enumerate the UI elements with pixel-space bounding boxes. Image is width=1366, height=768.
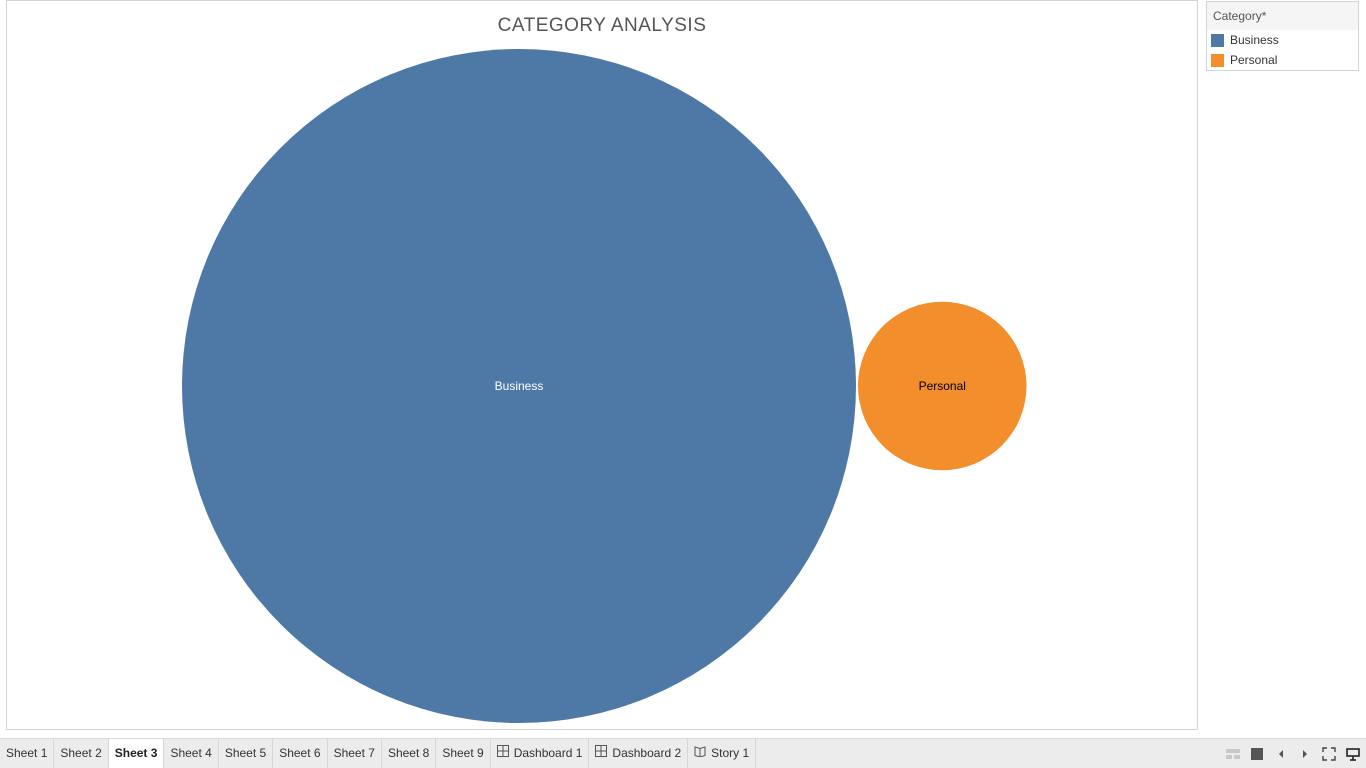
tab-story-1[interactable]: Story 1 bbox=[688, 739, 757, 768]
tab-dashboard-2[interactable]: Dashboard 2 bbox=[589, 739, 689, 768]
legend-label-personal: Personal bbox=[1230, 53, 1278, 67]
legend-swatch-personal bbox=[1211, 53, 1224, 67]
tab-label: Sheet 1 bbox=[6, 746, 48, 760]
legend-item-personal[interactable]: Personal bbox=[1207, 50, 1358, 70]
tab-label: Dashboard 2 bbox=[612, 746, 682, 760]
bubble-business[interactable] bbox=[182, 49, 856, 723]
legend-title: Category* bbox=[1207, 2, 1358, 30]
tab-label: Sheet 9 bbox=[442, 746, 484, 760]
bubble-label-personal: Personal bbox=[919, 379, 966, 393]
legend-label-business: Business bbox=[1230, 33, 1279, 47]
tab-label: Dashboard 1 bbox=[513, 746, 583, 760]
tab-dashboard-1[interactable]: Dashboard 1 bbox=[491, 739, 590, 768]
tab-label: Sheet 2 bbox=[60, 746, 102, 760]
fullscreen-icon[interactable] bbox=[1322, 746, 1336, 761]
legend-swatch-business bbox=[1211, 33, 1224, 47]
tab-sheet-3[interactable]: Sheet 3 bbox=[108, 739, 165, 768]
presentation-icon[interactable] bbox=[1346, 747, 1360, 761]
sheet-tab-bar: Sheet 1 Sheet 2 Sheet 3 Sheet 4 Sheet 5 Sheet… bbox=[0, 738, 1366, 768]
story-icon bbox=[694, 739, 706, 768]
tabs-icon[interactable] bbox=[1250, 747, 1264, 761]
tab-sheet-6[interactable]: Sheet 6 bbox=[273, 739, 328, 768]
tab-sheet-8[interactable]: Sheet 8 bbox=[382, 739, 437, 768]
bubble-chart[interactable]: Business Personal bbox=[7, 1, 1199, 731]
tab-label: Sheet 5 bbox=[224, 746, 267, 760]
tab-label: Sheet 8 bbox=[387, 746, 430, 760]
tab-sheet-9[interactable]: Sheet 9 bbox=[436, 739, 491, 768]
viz-frame: CATEGORY ANALYSIS Business Personal bbox=[6, 0, 1198, 730]
tab-sheet-4[interactable]: Sheet 4 bbox=[164, 739, 219, 768]
tab-label: Sheet 4 bbox=[170, 746, 212, 760]
tab-label: Story 1 bbox=[711, 746, 750, 760]
tab-sheet-5[interactable]: Sheet 5 bbox=[219, 739, 274, 768]
dashboard-icon bbox=[496, 739, 509, 768]
tab-label: Sheet 3 bbox=[114, 746, 158, 760]
legend: Category* Business Personal bbox=[1206, 1, 1359, 71]
filmstrip-icon[interactable] bbox=[1226, 747, 1240, 761]
chart-title: CATEGORY ANALYSIS bbox=[497, 15, 707, 36]
next-icon[interactable] bbox=[1298, 747, 1312, 761]
tab-controls bbox=[1226, 739, 1360, 768]
tab-sheet-2[interactable]: Sheet 2 bbox=[54, 739, 109, 768]
sheet-tabs: Sheet 1 Sheet 2 Sheet 3 Sheet 4 Sheet 5 Sheet… bbox=[0, 739, 1366, 768]
legend-item-business[interactable]: Business bbox=[1207, 30, 1358, 50]
bubble-label-business: Business bbox=[495, 379, 544, 393]
bubble-personal[interactable] bbox=[858, 301, 1027, 471]
tab-sheet-7[interactable]: Sheet 7 bbox=[328, 739, 382, 768]
dashboard-icon bbox=[595, 739, 608, 768]
tab-sheet-1[interactable]: Sheet 1 bbox=[0, 739, 55, 768]
tab-label: Sheet 7 bbox=[333, 746, 375, 760]
workspace: CATEGORY ANALYSIS Business Personal Categ… bbox=[6, 0, 1359, 730]
tab-label: Sheet 6 bbox=[279, 746, 321, 760]
prev-icon[interactable] bbox=[1274, 747, 1288, 761]
